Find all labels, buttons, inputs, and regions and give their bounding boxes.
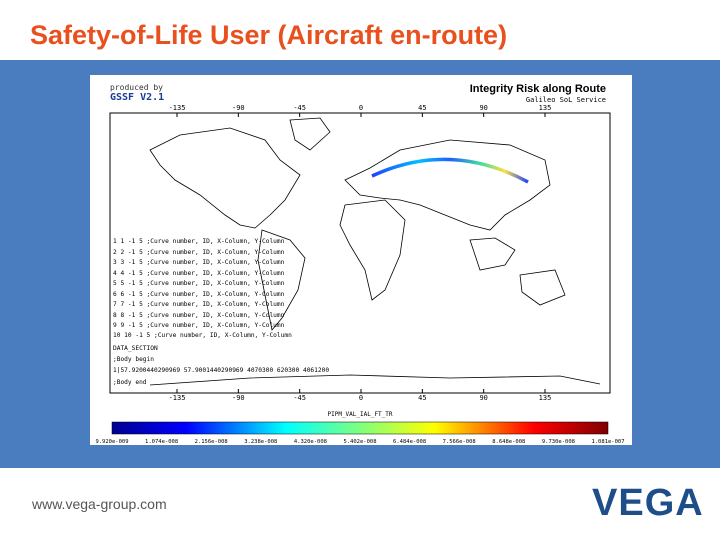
- data-text-line: 8 8 -1 5 ;Curve number, ID, X-Column, Y-…: [113, 312, 285, 319]
- data-text-line: 6 6 -1 5 ;Curve number, ID, X-Column, Y-…: [113, 291, 285, 298]
- data-text-line: 4 4 -1 5 ;Curve number, ID, X-Column, Y-…: [113, 270, 285, 277]
- lon-tick-label: -90: [232, 104, 245, 112]
- colorbar-tick-label: 4.320e-008: [294, 439, 327, 445]
- produced-by: produced by: [110, 83, 163, 92]
- colorbar-tick-label: 8.648e-008: [492, 439, 525, 445]
- data-text-line: 3 3 -1 5 ;Curve number, ID, X-Column, Y-…: [113, 259, 285, 266]
- data-text-line: 1 1 -1 5 ;Curve number, ID, X-Column, Y-…: [113, 238, 285, 245]
- colorbar: [111, 421, 609, 435]
- footer-url: www.vega-group.com: [32, 496, 167, 512]
- software: GSSF V2.1: [110, 92, 164, 103]
- colorbar-tick-label: 1.081e-007: [591, 439, 624, 445]
- figure-subtitle: Galileo SoL Service: [526, 96, 606, 104]
- colorbar-tick-label: 2.156e-008: [195, 439, 228, 445]
- figure-title: Integrity Risk along Route: [470, 83, 606, 95]
- data-text-line: ;Body end: [113, 379, 147, 386]
- lon-tick-label: 0: [359, 104, 363, 112]
- colorbar-tick-label: 9.920e-009: [95, 439, 128, 445]
- slide-title: Safety-of-Life User (Aircraft en-route): [30, 20, 508, 50]
- lon-tick-label: -135: [169, 394, 186, 402]
- colorbar-tick-label: 7.566e-008: [443, 439, 476, 445]
- colorbar-tick-label: 5.402e-008: [343, 439, 376, 445]
- data-text-line: 2 2 -1 5 ;Curve number, ID, X-Column, Y-…: [113, 249, 285, 256]
- data-text-line: 1|57.9200440290969 57.9001440290969 4070…: [113, 367, 329, 374]
- colorbar-tick-label: 9.730e-008: [542, 439, 575, 445]
- logo: VEGA: [592, 482, 704, 524]
- colorbar-tick-label: 1.074e-008: [145, 439, 178, 445]
- lon-tick-label: 135: [539, 394, 552, 402]
- colorbar-tick-label: 3.238e-008: [244, 439, 277, 445]
- lon-tick-label: -45: [293, 104, 306, 112]
- map-frame: [109, 112, 611, 394]
- lon-tick-label: 45: [418, 394, 426, 402]
- data-text-line: DATA_SECTION: [113, 345, 158, 352]
- lon-tick-label: -90: [232, 394, 245, 402]
- route: [371, 157, 529, 184]
- lon-tick-label: -135: [169, 104, 186, 112]
- lon-tick-label: 135: [539, 104, 552, 112]
- data-text-line: ;Body begin: [113, 356, 154, 363]
- lon-tick-label: -45: [293, 394, 306, 402]
- colorbar-label: PIPM_VAL_IAL_FT_TR: [327, 411, 392, 418]
- data-text-line: 9 9 -1 5 ;Curve number, ID, X-Column, Y-…: [113, 322, 285, 329]
- data-text-line: 5 5 -1 5 ;Curve number, ID, X-Column, Y-…: [113, 280, 285, 287]
- lon-tick-label: 0: [359, 394, 363, 402]
- data-text-line: 10 10 -1 5 ;Curve number, ID, X-Column, …: [113, 332, 292, 339]
- lon-tick-label: 45: [418, 104, 426, 112]
- lon-tick-label: 90: [479, 394, 487, 402]
- lon-tick-label: 90: [479, 104, 487, 112]
- data-text-line: 7 7 -1 5 ;Curve number, ID, X-Column, Y-…: [113, 301, 285, 308]
- coastlines: [149, 117, 601, 386]
- colorbar-tick-label: 6.484e-008: [393, 439, 426, 445]
